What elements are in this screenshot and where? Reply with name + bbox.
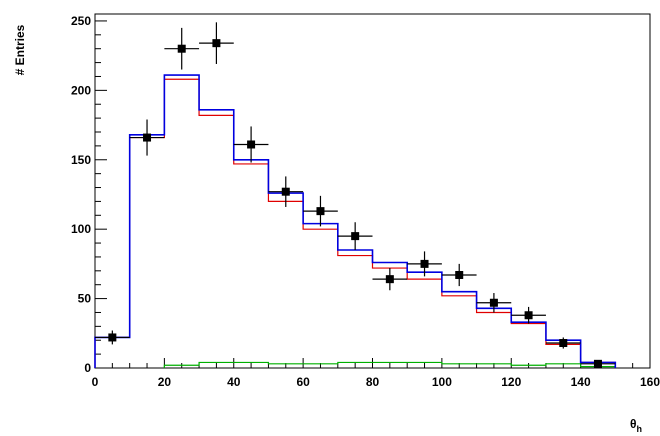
data-points (95, 22, 616, 368)
x-tick-label: 60 (296, 375, 310, 389)
x-tick-label: 140 (571, 375, 591, 389)
y-tick-label: 150 (71, 153, 91, 167)
histogram-step-line (163, 361, 616, 368)
data-point (316, 207, 325, 216)
data-point (281, 187, 290, 196)
y-tick-label: 200 (71, 83, 91, 97)
data-point (351, 232, 360, 241)
data-point (108, 333, 117, 342)
x-axis-label: θh (630, 417, 642, 434)
x-tick-label: 160 (640, 375, 660, 389)
y-tick-label: 250 (71, 14, 91, 28)
x-tick-label: 100 (432, 375, 452, 389)
data-point (420, 259, 429, 268)
series-2-histogram (163, 361, 616, 368)
x-tick-label: 40 (227, 375, 241, 389)
data-point (212, 39, 221, 48)
data-point (247, 140, 256, 149)
y-tick-label: 50 (78, 292, 92, 306)
data-point (455, 270, 464, 279)
histogram-step-line (94, 78, 616, 368)
series-0-histogram (94, 78, 616, 368)
data-point (385, 275, 394, 284)
y-axis-label: # Entries (13, 24, 27, 75)
data-point (489, 298, 498, 307)
y-tick-label: 0 (84, 361, 91, 375)
data-point (559, 339, 568, 348)
plot-frame (94, 13, 651, 369)
data-point (524, 311, 533, 320)
data-point (593, 359, 602, 368)
x-tick-label: 120 (501, 375, 521, 389)
data-point (177, 44, 186, 53)
x-tick-label: 20 (158, 375, 172, 389)
y-tick-label: 100 (71, 222, 91, 236)
x-tick-label: 80 (366, 375, 380, 389)
x-tick-label: 0 (92, 375, 99, 389)
data-point (143, 133, 152, 142)
